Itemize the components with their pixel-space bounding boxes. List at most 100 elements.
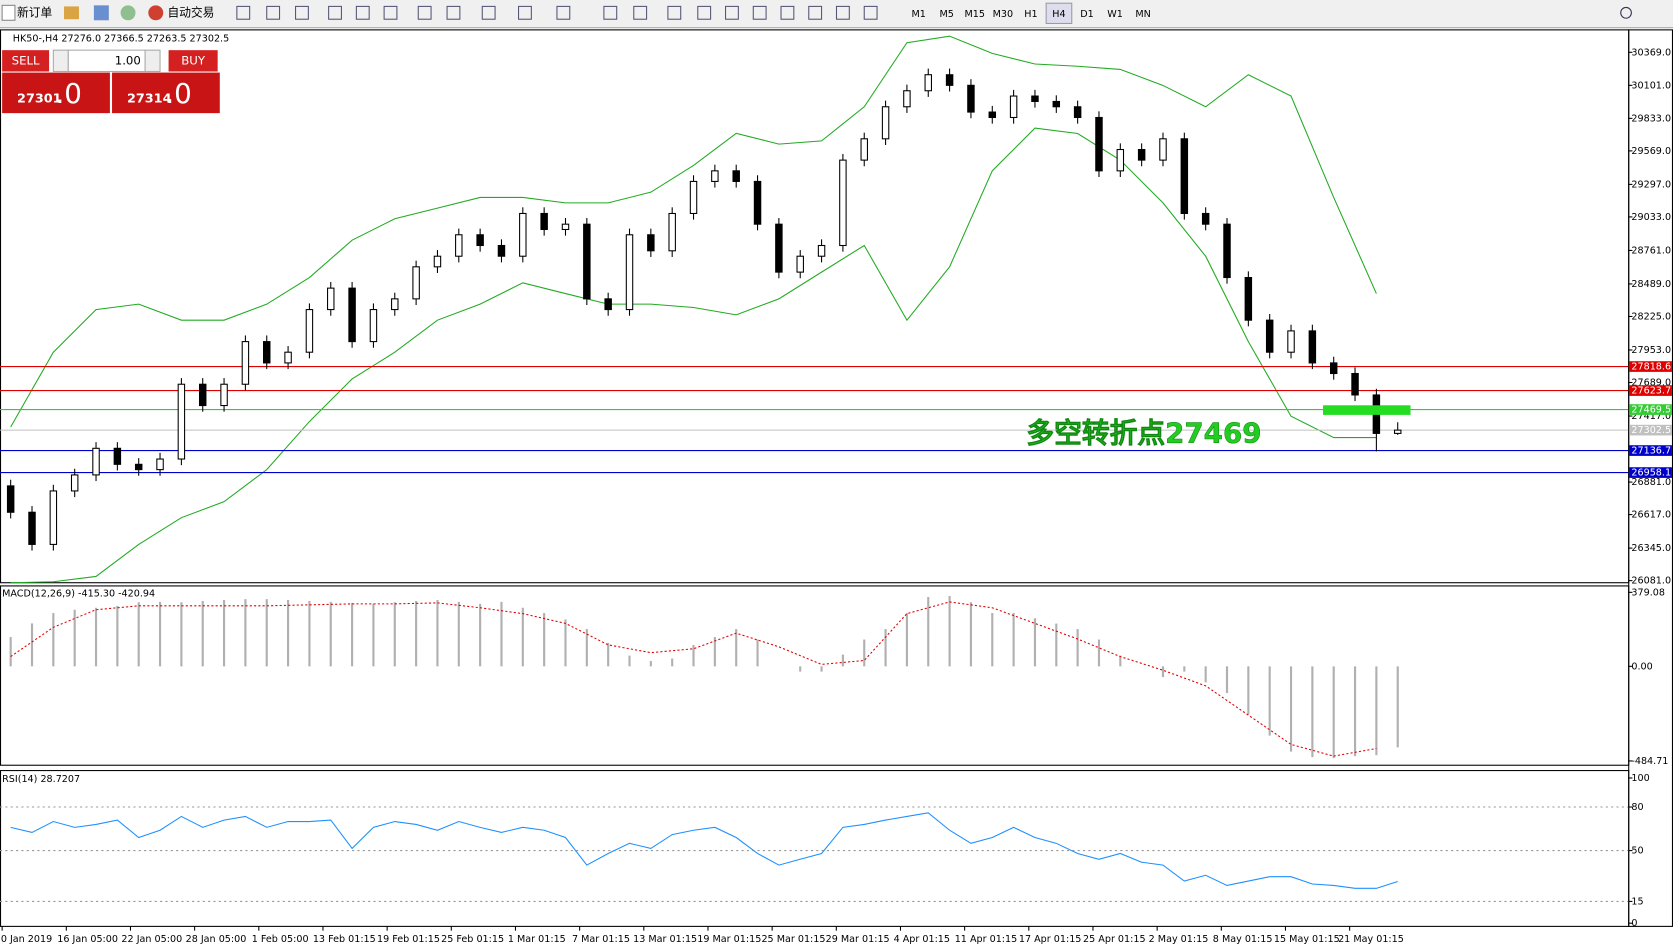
right-axis — [1628, 29, 1673, 927]
tool-icon[interactable] — [446, 5, 461, 20]
x-tick-label: 13 Mar 01:15 — [633, 934, 697, 945]
panel — [0, 770, 1630, 927]
icon[interactable] — [120, 5, 136, 21]
candle-body — [1223, 223, 1231, 279]
tool-icon[interactable] — [633, 5, 648, 20]
candle-body — [1095, 116, 1103, 172]
x-tick-label: 17 Apr 01:15 — [1019, 934, 1082, 945]
x-tick-label: 25 Apr 01:15 — [1083, 934, 1146, 945]
candle-body — [156, 458, 164, 471]
sell-button[interactable] — [2, 50, 50, 72]
tool-icon[interactable] — [780, 5, 795, 20]
icon[interactable] — [64, 6, 79, 20]
icon — [148, 5, 164, 21]
candle-body — [327, 287, 335, 311]
tool-icon[interactable] — [697, 5, 712, 20]
timeframe-button[interactable]: M15 — [965, 9, 985, 20]
bollinger-band — [10, 127, 1377, 584]
buy-price-box[interactable] — [112, 72, 220, 114]
candle-body — [433, 255, 442, 268]
candle-body — [1031, 95, 1039, 103]
volume-down[interactable] — [52, 49, 69, 73]
x-tick-label: 16 Jan 05:00 — [57, 934, 118, 945]
x-tick-label: 2 May 01:15 — [1149, 934, 1209, 945]
level-marker — [1323, 405, 1411, 415]
candle-body — [732, 170, 740, 182]
level-tag — [1629, 424, 1672, 436]
candle-body — [1116, 148, 1125, 172]
tool-icon[interactable] — [481, 5, 496, 20]
x-tick-label: 13 Feb 01:15 — [313, 934, 376, 945]
candle-body — [860, 138, 868, 161]
candle-body — [753, 180, 762, 225]
y-tick-label: 29297.0 — [1631, 179, 1671, 190]
tool-icon[interactable] — [355, 5, 370, 20]
candle-body — [903, 90, 911, 108]
candle-body — [476, 234, 484, 247]
auto-trading-button[interactable]: 自动交易 — [148, 5, 214, 21]
volume-up[interactable] — [144, 49, 161, 73]
timeframe-button[interactable]: W1 — [1107, 9, 1123, 20]
y-tick-label: 29569.0 — [1631, 146, 1671, 157]
tool-icon[interactable] — [266, 5, 281, 20]
candle-body — [519, 212, 527, 257]
buy-button[interactable] — [168, 50, 218, 72]
tool-icon[interactable] — [835, 5, 850, 20]
tool-icon[interactable] — [328, 5, 342, 20]
tool-icon[interactable] — [383, 5, 398, 20]
candle-body — [817, 244, 826, 257]
timeframe-button[interactable]: M30 — [993, 9, 1013, 20]
tool-icon[interactable] — [417, 5, 432, 20]
tool-icon[interactable] — [603, 5, 618, 20]
level-label: 27623.7 — [1631, 386, 1671, 397]
x-tick-label: 15 May 01:15 — [1274, 934, 1340, 945]
tool-icon[interactable] — [295, 5, 309, 20]
candle-body — [1265, 319, 1274, 353]
candle-body — [1287, 330, 1295, 353]
tool-icon[interactable] — [667, 5, 682, 20]
sell-price: 27301 — [17, 92, 62, 107]
y-tick-label: 80 — [1631, 802, 1643, 813]
tool-icon[interactable] — [752, 5, 767, 20]
x-tick-label: 19 Feb 01:15 — [377, 934, 440, 945]
timeframe-button[interactable]: M5 — [940, 9, 954, 20]
candle-body — [113, 447, 122, 465]
candle-body — [561, 223, 570, 231]
candle-body — [28, 511, 36, 545]
timeframe-button[interactable]: M1 — [911, 9, 925, 20]
new-order-button[interactable]: 新订单 — [1, 4, 53, 21]
y-tick-label: 27417.0 — [1631, 411, 1671, 422]
timeframe-button[interactable]: H1 — [1024, 9, 1037, 20]
tool-icon[interactable] — [863, 5, 878, 20]
y-tick-label: 0 — [1631, 918, 1637, 929]
buy-label: BUY — [181, 53, 206, 67]
candle-body — [1329, 362, 1338, 375]
candle-body — [839, 159, 847, 247]
y-tick-label: 50 — [1631, 846, 1643, 857]
y-tick-label: 29033.0 — [1631, 212, 1671, 223]
timeframe-button[interactable]: MN — [1135, 9, 1150, 20]
tool-icon[interactable] — [808, 5, 823, 20]
candle-body — [988, 111, 997, 119]
candle-body — [1073, 106, 1082, 119]
level-label: 27136.7 — [1631, 446, 1671, 457]
tool-icon[interactable] — [725, 5, 739, 20]
x-tick-label: 29 Mar 01:15 — [826, 934, 890, 945]
candle-body — [263, 341, 271, 364]
tool-icon[interactable] — [556, 5, 571, 20]
search-icon[interactable] — [1620, 6, 1632, 19]
tool-icon[interactable] — [236, 5, 251, 20]
candle-body — [305, 309, 314, 353]
sell-price-box[interactable] — [2, 72, 110, 114]
icon[interactable] — [93, 5, 109, 21]
annotation: 多空转折点27469 — [1026, 416, 1261, 449]
candle-body — [1351, 372, 1359, 396]
tool-icon[interactable] — [518, 5, 532, 20]
timeframe-button[interactable]: H4 — [1052, 9, 1065, 20]
x-tick-label: 19 Mar 01:15 — [697, 934, 761, 945]
x-tick-label: 1 Feb 05:00 — [252, 934, 309, 945]
timeframe-button[interactable]: D1 — [1080, 9, 1093, 20]
candle-body — [924, 74, 932, 92]
candle-body — [1052, 100, 1061, 108]
